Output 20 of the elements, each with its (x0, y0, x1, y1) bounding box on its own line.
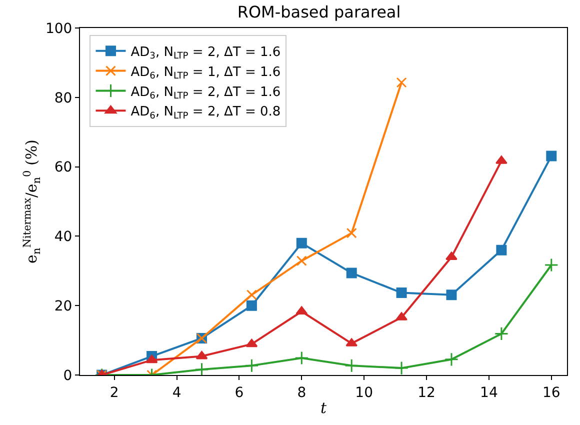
x-tick-label: 16 (542, 384, 560, 401)
x-tick-label: 8 (297, 384, 306, 401)
legend-label: AD$_{3}$, N$_{LTP}$ = 2, ΔT = 1.6 (130, 44, 281, 62)
x-tick-label: 4 (172, 384, 182, 401)
x-tick-label: 6 (234, 384, 244, 401)
legend-label: AD$_{6}$, N$_{LTP}$ = 1, ΔT = 1.6 (130, 64, 281, 82)
y-tick-label: 100 (45, 20, 72, 37)
y-tick-label: 20 (54, 298, 72, 314)
x-tick-label: 14 (480, 384, 498, 401)
x-tick-label: 10 (355, 384, 373, 401)
y-tick-label: 80 (54, 90, 72, 106)
x-tick-label: 12 (418, 384, 436, 401)
legend-label: AD$_{6}$, N$_{LTP}$ = 2, ΔT = 0.8 (130, 104, 281, 122)
y-tick-label: 0 (63, 368, 72, 384)
y-tick-label: 60 (54, 160, 72, 176)
chart-title: ROM-based parareal (237, 2, 401, 22)
x-tick-label: 2 (110, 384, 119, 401)
x-axis-title: t (320, 398, 328, 417)
legend-label: AD$_{6}$, N$_{LTP}$ = 2, ΔT = 1.6 (130, 84, 281, 102)
y-tick-label: 40 (54, 229, 72, 246)
